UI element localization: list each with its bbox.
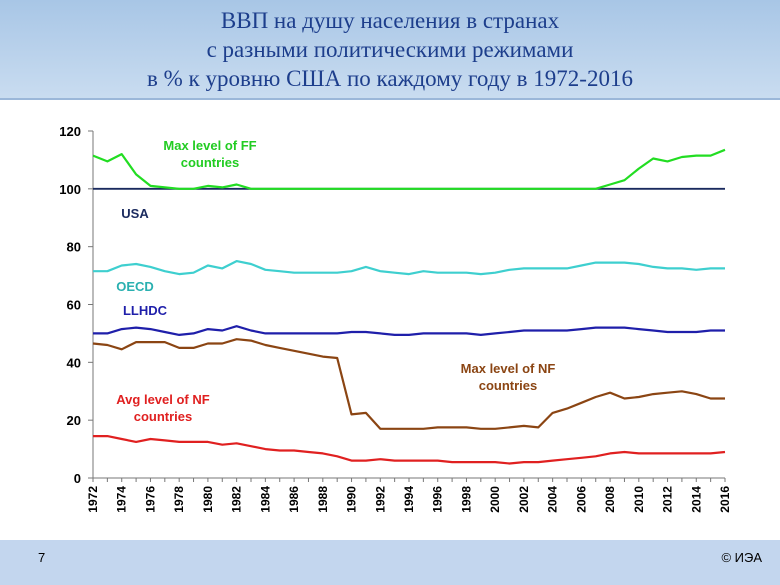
x-tick-label: 1972 <box>86 486 100 513</box>
y-tick-label: 40 <box>67 355 81 370</box>
annotation-ff: Max level of FF <box>163 138 256 153</box>
slide-title: ВВП на душу населения в странах с разным… <box>0 6 780 93</box>
y-tick-label: 20 <box>67 413 81 428</box>
y-tick-label: 100 <box>59 182 81 197</box>
footer-band <box>0 540 780 585</box>
x-tick-label: 1984 <box>258 486 272 513</box>
x-tick-label: 2016 <box>718 486 732 513</box>
x-tick-label: 2008 <box>603 486 617 513</box>
x-tick-label: 1990 <box>345 486 359 513</box>
x-tick-label: 1988 <box>316 486 330 513</box>
x-tick-label: 2000 <box>488 486 502 513</box>
annotation-usa: USA <box>121 206 149 221</box>
title-line-2: с разными политическими режимами <box>206 37 574 62</box>
y-tick-label: 80 <box>67 240 81 255</box>
annotation-ff: countries <box>181 155 240 170</box>
title-line-1: ВВП на душу населения в странах <box>220 8 560 33</box>
x-tick-label: 1998 <box>459 486 473 513</box>
x-tick-label: 2010 <box>632 486 646 513</box>
x-tick-label: 2004 <box>546 486 560 513</box>
gdp-per-capita-chart: 0 20 40 60 80 100 120 1972 1974 1976 1978 1980 1982 1… <box>59 124 732 513</box>
x-tick-label: 2014 <box>689 486 703 513</box>
x-tick-label: 1986 <box>287 486 301 513</box>
annotation-nf-max: Max level of NF <box>461 361 556 376</box>
x-tick-label: 1982 <box>230 486 244 513</box>
annotation-nf-max: countries <box>479 378 538 393</box>
annotation-nf-avg: Avg level of NF <box>116 392 209 407</box>
series-line-ff <box>92 148 726 190</box>
x-tick-label: 2002 <box>517 486 531 513</box>
x-tick-label: 1992 <box>373 486 387 513</box>
title-band <box>0 0 780 100</box>
x-tick-label: 1974 <box>115 486 129 513</box>
y-tick-label: 120 <box>59 124 81 139</box>
y-tick-label: 0 <box>74 471 81 486</box>
series-line-nf-max <box>92 338 725 430</box>
x-tick-label: 1980 <box>201 486 215 513</box>
series-line-oecd <box>93 260 725 276</box>
series-line-nf-avg <box>93 435 726 465</box>
annotation-oecd: OECD <box>116 279 154 294</box>
x-tick-label: 1978 <box>172 486 186 513</box>
title-line-3: в % к уровню США по каждому году в 1972-… <box>147 66 633 91</box>
annotation-nf-avg: countries <box>134 409 193 424</box>
copyright: © ИЭА <box>721 550 762 565</box>
x-tick-label: 1994 <box>402 486 416 513</box>
x-tick-label: 1996 <box>431 486 445 513</box>
x-tick-label: 1976 <box>143 486 157 513</box>
page-number: 7 <box>38 550 46 565</box>
x-tick-label: 2006 <box>574 486 588 513</box>
y-tick-label: 60 <box>67 298 81 313</box>
x-tick-label: 2012 <box>661 486 675 513</box>
series-line-llhdc <box>93 325 725 336</box>
annotation-llhdc: LLHDC <box>123 303 168 318</box>
